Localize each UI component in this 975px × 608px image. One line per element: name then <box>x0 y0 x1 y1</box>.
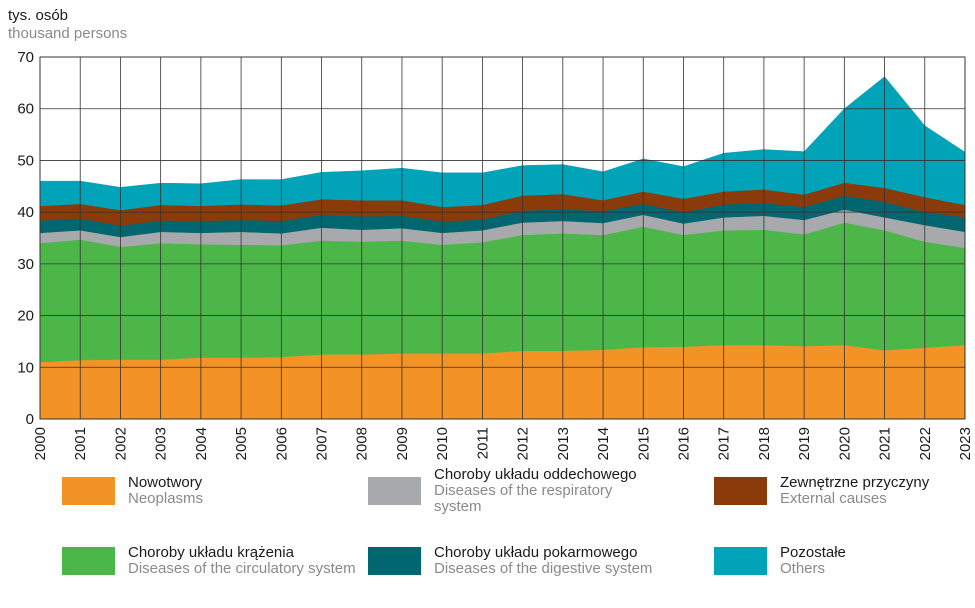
y-axis-label-en: thousand persons <box>8 25 127 42</box>
x-tick-label: 2018 <box>756 427 773 460</box>
legend-label: Choroby układu oddechowego <box>434 466 637 483</box>
legend-label-en: Others <box>780 560 826 577</box>
x-tick-label: 2004 <box>193 427 210 460</box>
x-tick-label: 2008 <box>354 427 371 460</box>
legend-label-en: Neoplasms <box>128 490 204 507</box>
legend-swatch <box>714 477 767 505</box>
x-tick-label: 2001 <box>72 427 89 460</box>
legend-label-en: Diseases of the digestive system <box>434 560 653 577</box>
x-tick-label: 2013 <box>555 427 572 460</box>
legend-label-en: Diseases of the circulatory system <box>128 560 356 577</box>
legend-text: Choroby układu krążenia Diseases of the c… <box>128 545 358 577</box>
y-tick-label: 40 <box>17 204 34 221</box>
y-tick-label: 20 <box>17 308 34 325</box>
x-tick-label: 2010 <box>434 427 451 460</box>
legend-swatch <box>62 477 115 505</box>
y-tick-label: 50 <box>17 152 34 169</box>
x-tick-label: 2015 <box>635 427 652 460</box>
x-tick-label: 2007 <box>314 427 331 460</box>
x-tick-label: 2023 <box>957 427 974 460</box>
x-tick-label: 2011 <box>474 427 491 459</box>
x-tick-label: 2002 <box>112 427 129 460</box>
legend-text: Nowotwory Neoplasms <box>128 475 358 507</box>
legend-text: Choroby układu oddechowego Diseases of th… <box>434 467 664 515</box>
x-tick-label: 2022 <box>917 427 934 460</box>
x-tick-label: 2021 <box>877 427 894 460</box>
legend-item: Zewnętrzne przyczyny External causes <box>714 475 975 507</box>
legend-label: Pozostałe <box>780 544 846 561</box>
x-tick-label: 2019 <box>796 427 813 460</box>
legend-item: Nowotwory Neoplasms <box>62 475 358 507</box>
legend-swatch <box>368 477 421 505</box>
y-tick-label: 10 <box>17 359 34 376</box>
x-tick-label: 2016 <box>675 427 692 460</box>
x-tick-label: 2020 <box>836 427 853 460</box>
legend-label-en: Diseases of the respiratory system <box>434 482 613 515</box>
x-tick-label: 2005 <box>233 427 250 460</box>
legend-label-en: External causes <box>780 490 887 507</box>
y-tick-label: 60 <box>17 101 34 118</box>
legend-label: Choroby układu krążenia <box>128 544 294 561</box>
legend-text: Pozostałe Others <box>780 545 975 577</box>
legend-swatch <box>368 547 421 575</box>
legend-label: Nowotwory <box>128 474 203 491</box>
x-tick-label: 2014 <box>595 427 612 460</box>
legend-item: Choroby układu krążenia Diseases of the c… <box>62 545 358 577</box>
x-tick-label: 2009 <box>394 427 411 460</box>
y-axis-label: tys. osób <box>8 7 68 24</box>
legend-item: Pozostałe Others <box>714 545 975 577</box>
legend-label: Choroby układu pokarmowego <box>434 544 638 561</box>
legend-item: Choroby układu pokarmowego Diseases of th… <box>368 545 664 577</box>
x-tick-label: 2000 <box>32 427 49 460</box>
legend-item: Choroby układu oddechowego Diseases of th… <box>368 467 664 515</box>
legend-text: Zewnętrzne przyczyny External causes <box>780 475 975 507</box>
legend-swatch <box>62 547 115 575</box>
y-tick-label: 0 <box>26 411 34 428</box>
x-tick-label: 2003 <box>153 427 170 460</box>
x-tick-label: 2006 <box>273 427 290 460</box>
plot-frame <box>39 56 966 420</box>
x-tick-label: 2017 <box>716 427 733 460</box>
legend-label: Zewnętrzne przyczyny <box>780 474 930 491</box>
legend-swatch <box>714 547 767 575</box>
legend-text: Choroby układu pokarmowego Diseases of th… <box>434 545 664 577</box>
y-tick-label: 70 <box>17 49 34 66</box>
y-tick-label: 30 <box>17 256 34 273</box>
x-tick-label: 2012 <box>515 427 532 460</box>
